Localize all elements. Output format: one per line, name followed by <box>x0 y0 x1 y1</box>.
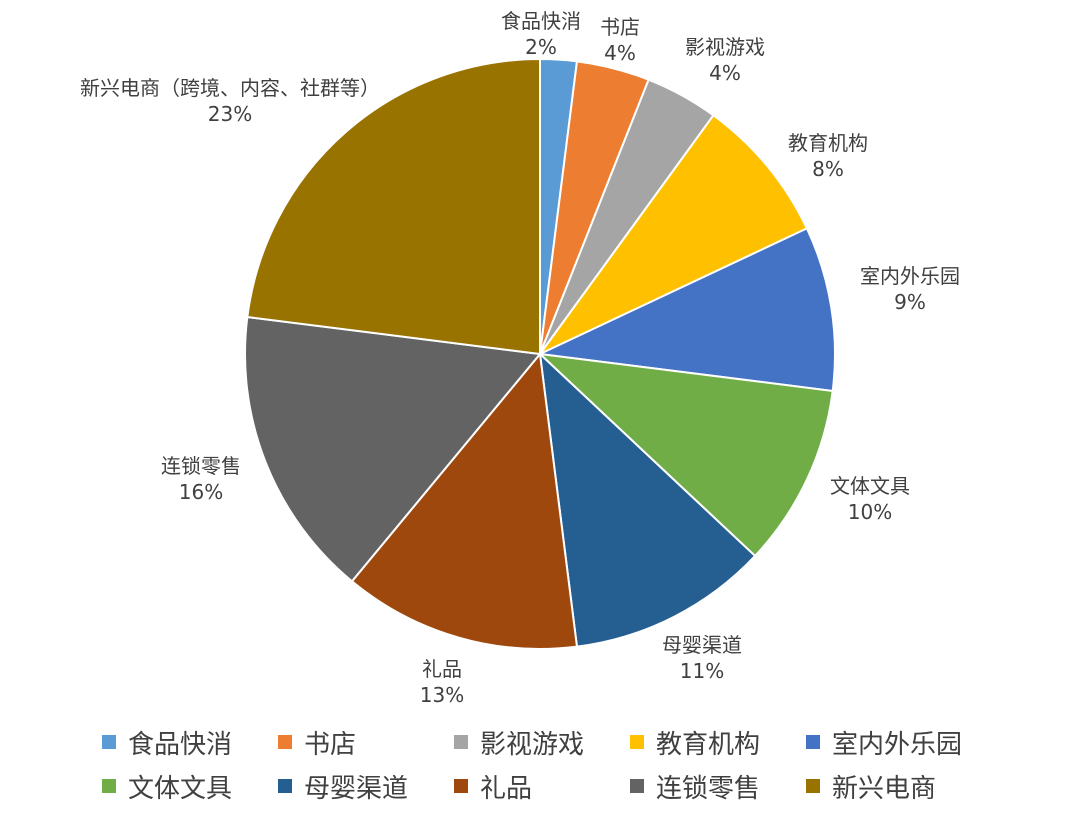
legend-item: 连锁零售 <box>630 770 806 804</box>
legend-swatch <box>630 735 644 749</box>
legend-item: 新兴电商 <box>806 770 996 804</box>
pie-slices <box>244 57 836 650</box>
legend-swatch <box>806 779 820 793</box>
slice-label-name: 室内外乐园 <box>860 264 960 288</box>
slice-label-name: 新兴电商（跨境、内容、社群等） <box>80 76 380 100</box>
legend-label: 书店 <box>304 729 357 760</box>
slice-label-percent: 16% <box>179 480 223 504</box>
pie-slice <box>536 227 836 393</box>
legend-item: 母婴渠道 <box>278 770 454 804</box>
slice-label-name: 文体文具 <box>830 474 910 498</box>
slice-label-percent: 23% <box>208 102 252 126</box>
slice-label-name: 食品快消 <box>501 9 581 33</box>
chart-legend: 食品快消 书店 影视游戏 教育机构 室内外乐园文体文具 母婴渠道 礼品 连锁零售 新兴电商 <box>102 726 1002 804</box>
slice-label-name: 书店 <box>600 15 640 39</box>
legend-swatch <box>454 779 468 793</box>
pie-slice <box>537 352 834 558</box>
slice-label-name: 连锁零售 <box>161 454 241 478</box>
slice-label-name: 礼品 <box>422 657 462 681</box>
legend-label: 教育机构 <box>656 729 761 760</box>
pie-slice <box>539 113 809 355</box>
pie-slice <box>350 351 579 650</box>
legend-label: 新兴电商 <box>832 773 937 804</box>
legend-swatch <box>630 779 644 793</box>
slice-label-percent: 4% <box>604 41 636 65</box>
slice-label-percent: 11% <box>680 659 724 683</box>
slice-label-percent: 8% <box>812 157 844 181</box>
pie-slice <box>244 315 542 583</box>
slice-label-name: 教育机构 <box>788 131 868 155</box>
legend-swatch <box>806 735 820 749</box>
legend-swatch <box>102 735 116 749</box>
legend-label: 连锁零售 <box>656 773 761 804</box>
legend-item: 教育机构 <box>630 726 806 760</box>
legend-swatch <box>278 735 292 749</box>
legend-swatch <box>278 779 292 793</box>
pie-slice <box>246 57 541 356</box>
legend-item: 室内外乐园 <box>806 726 996 760</box>
pie-slice <box>538 351 757 648</box>
slice-label-percent: 10% <box>848 500 892 524</box>
legend-item: 影视游戏 <box>454 726 630 760</box>
legend-label: 影视游戏 <box>480 729 585 760</box>
legend-label: 礼品 <box>480 773 533 804</box>
slice-label-name: 影视游戏 <box>685 35 765 59</box>
slice-label-name: 母婴渠道 <box>662 633 742 657</box>
legend-item: 食品快消 <box>102 726 278 760</box>
slice-label-percent: 4% <box>709 61 741 85</box>
legend-label: 食品快消 <box>128 729 233 760</box>
legend-label: 室内外乐园 <box>832 729 963 760</box>
legend-label: 文体文具 <box>128 773 233 804</box>
slice-label-percent: 2% <box>525 35 557 59</box>
legend-item: 礼品 <box>454 770 630 804</box>
legend-swatch <box>102 779 116 793</box>
slice-label-percent: 9% <box>894 290 926 314</box>
slice-label-percent: 13% <box>420 683 464 707</box>
legend-label: 母婴渠道 <box>304 773 409 804</box>
legend-swatch <box>454 735 468 749</box>
legend-item: 文体文具 <box>102 770 278 804</box>
legend-item: 书店 <box>278 726 454 760</box>
